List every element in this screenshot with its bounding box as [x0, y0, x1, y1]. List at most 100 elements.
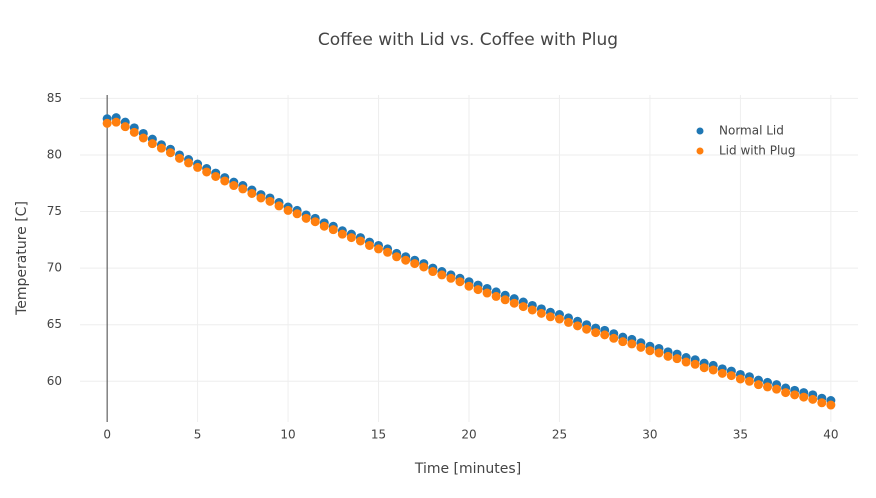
- y-tick-label: 60: [47, 374, 62, 388]
- data-point: [681, 357, 691, 367]
- x-tick-label: 0: [103, 428, 111, 442]
- data-point: [265, 196, 275, 206]
- data-point: [744, 376, 754, 386]
- data-point: [401, 255, 411, 265]
- data-point: [636, 342, 646, 352]
- data-point: [654, 348, 664, 358]
- data-point: [346, 233, 356, 243]
- data-point: [708, 365, 718, 375]
- data-point: [301, 213, 311, 223]
- y-tick-label: 65: [47, 317, 62, 331]
- data-point: [220, 176, 230, 186]
- data-point: [383, 247, 393, 257]
- data-point: [600, 330, 610, 340]
- data-point: [202, 167, 212, 177]
- x-tick-label: 5: [194, 428, 202, 442]
- data-point: [726, 371, 736, 381]
- data-point: [482, 288, 492, 298]
- data-point: [111, 117, 121, 127]
- data-point: [446, 273, 456, 283]
- legend-marker: [696, 127, 704, 135]
- legend-marker: [696, 147, 704, 155]
- x-tick-label: 20: [461, 428, 476, 442]
- data-point: [763, 382, 773, 392]
- data-point: [156, 143, 166, 153]
- data-point: [310, 217, 320, 227]
- data-point: [627, 339, 637, 349]
- data-point: [817, 398, 827, 408]
- data-point: [826, 400, 836, 410]
- data-point: [573, 321, 583, 331]
- data-point: [256, 193, 266, 203]
- data-point: [129, 127, 139, 137]
- x-tick-label: 15: [371, 428, 386, 442]
- legend-label: Lid with Plug: [719, 144, 796, 158]
- data-point: [645, 346, 655, 356]
- data-point: [545, 312, 555, 322]
- data-point: [437, 270, 447, 280]
- data-point: [165, 148, 175, 158]
- data-point: [536, 308, 546, 318]
- data-point: [554, 314, 564, 324]
- data-point: [283, 205, 293, 215]
- data-point: [138, 133, 148, 143]
- data-point: [772, 384, 782, 394]
- data-point: [781, 388, 791, 398]
- x-axis-title: Time [minutes]: [414, 461, 521, 477]
- data-point: [211, 171, 221, 181]
- data-point: [591, 328, 601, 338]
- data-point: [319, 221, 329, 231]
- data-point: [274, 201, 284, 211]
- data-point: [500, 295, 510, 305]
- x-tick-label: 10: [280, 428, 295, 442]
- data-point: [247, 188, 257, 198]
- data-point: [175, 153, 185, 163]
- data-point: [663, 351, 673, 361]
- data-point: [582, 324, 592, 334]
- data-point: [147, 139, 157, 149]
- y-tick-label: 85: [47, 91, 62, 105]
- data-point: [690, 359, 700, 369]
- data-point: [428, 267, 438, 277]
- data-point: [392, 252, 402, 262]
- data-point: [229, 181, 239, 191]
- data-point: [473, 285, 483, 295]
- data-point: [355, 236, 365, 246]
- data-point: [799, 392, 809, 402]
- data-point: [618, 337, 628, 347]
- data-point: [102, 118, 112, 128]
- x-tick-label: 25: [552, 428, 567, 442]
- data-point: [374, 244, 384, 254]
- y-tick-label: 80: [47, 147, 62, 161]
- chart-title: Coffee with Lid vs. Coffee with Plug: [318, 30, 618, 50]
- y-tick-label: 70: [47, 261, 62, 275]
- data-point: [790, 390, 800, 400]
- data-point: [193, 162, 203, 172]
- data-point: [491, 291, 501, 301]
- data-point: [518, 302, 528, 312]
- data-point: [509, 298, 519, 308]
- data-point: [808, 394, 818, 404]
- data-point: [753, 380, 763, 390]
- y-axis-title: Temperature [C]: [14, 201, 30, 316]
- data-point: [455, 277, 465, 287]
- data-point: [564, 317, 574, 327]
- data-point: [672, 354, 682, 364]
- data-point: [699, 363, 709, 373]
- data-point: [364, 240, 374, 250]
- data-point: [410, 259, 420, 269]
- x-tick-label: 35: [733, 428, 748, 442]
- data-point: [184, 158, 194, 168]
- data-point: [527, 305, 537, 315]
- data-point: [337, 229, 347, 239]
- data-point: [292, 209, 302, 219]
- data-point: [419, 262, 429, 272]
- data-point: [464, 281, 474, 291]
- data-point: [735, 374, 745, 384]
- data-point: [609, 333, 619, 343]
- x-tick-label: 40: [823, 428, 838, 442]
- data-point: [238, 184, 248, 194]
- data-point: [120, 122, 130, 132]
